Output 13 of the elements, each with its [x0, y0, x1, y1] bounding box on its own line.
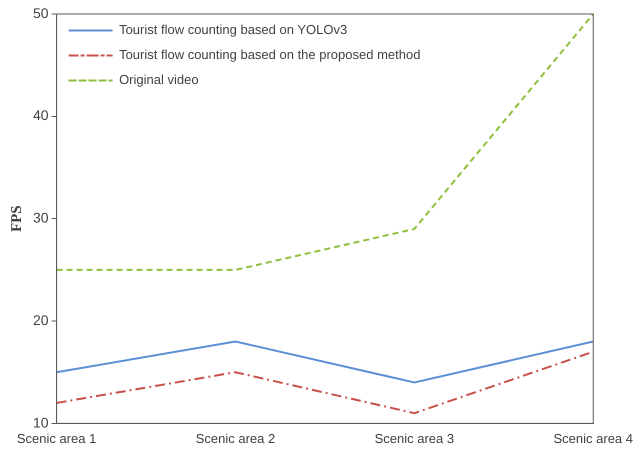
x-tick-label: Scenic area 4 [554, 430, 634, 446]
y-tick-label: 10 [32, 414, 49, 430]
legend-label: Tourist flow counting based on the proposed method [119, 47, 420, 62]
legend-label: Tourist flow counting based on YOLOv3 [119, 22, 348, 38]
y-tick-label: 20 [32, 312, 49, 328]
y-tick-label: 50 [32, 4, 49, 21]
x-tick-label: Scenic area 2 [196, 430, 276, 446]
x-tick-label: Scenic area 1 [16, 430, 96, 446]
y-tick-label: 30 [32, 210, 49, 226]
y-axis-title: FPS [8, 205, 25, 232]
x-tick-label: Scenic area 3 [374, 430, 454, 446]
y-tick-label: 40 [32, 107, 49, 124]
legend-label: Original video [119, 72, 199, 88]
